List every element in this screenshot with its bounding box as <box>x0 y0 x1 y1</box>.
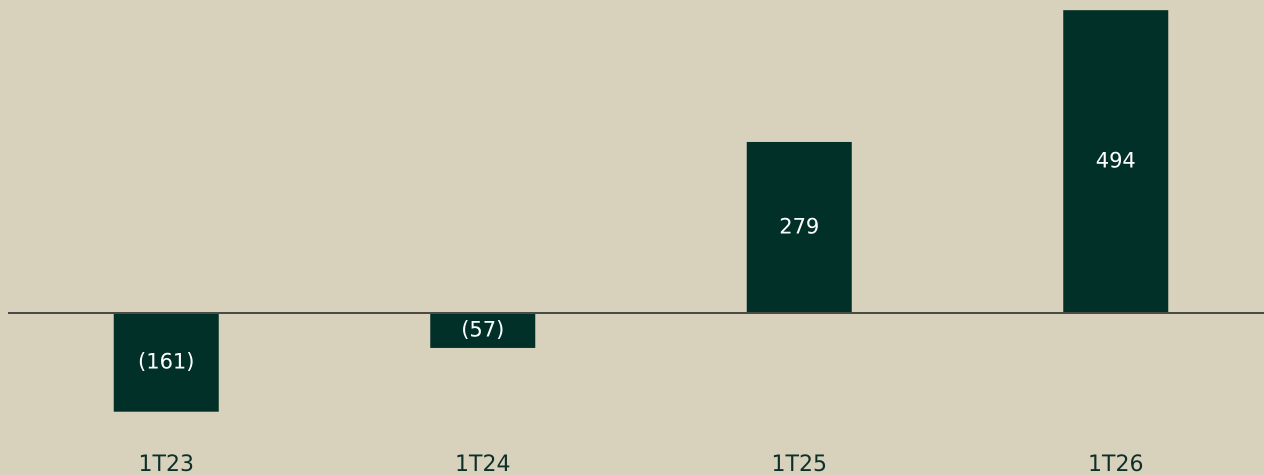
bar <box>113 313 219 412</box>
x-tick-label: 1T26 <box>1088 452 1143 475</box>
x-tick-label: 1T23 <box>139 452 194 475</box>
x-tick-label: 1T25 <box>772 452 827 475</box>
value-label: 279 <box>779 214 819 238</box>
x-tick-label: 1T24 <box>455 452 510 475</box>
value-label: (57) <box>461 317 504 341</box>
value-label: 494 <box>1096 149 1136 173</box>
bar <box>1063 10 1169 313</box>
value-label: (161) <box>138 349 194 373</box>
bar <box>430 313 536 348</box>
bar <box>746 141 852 313</box>
